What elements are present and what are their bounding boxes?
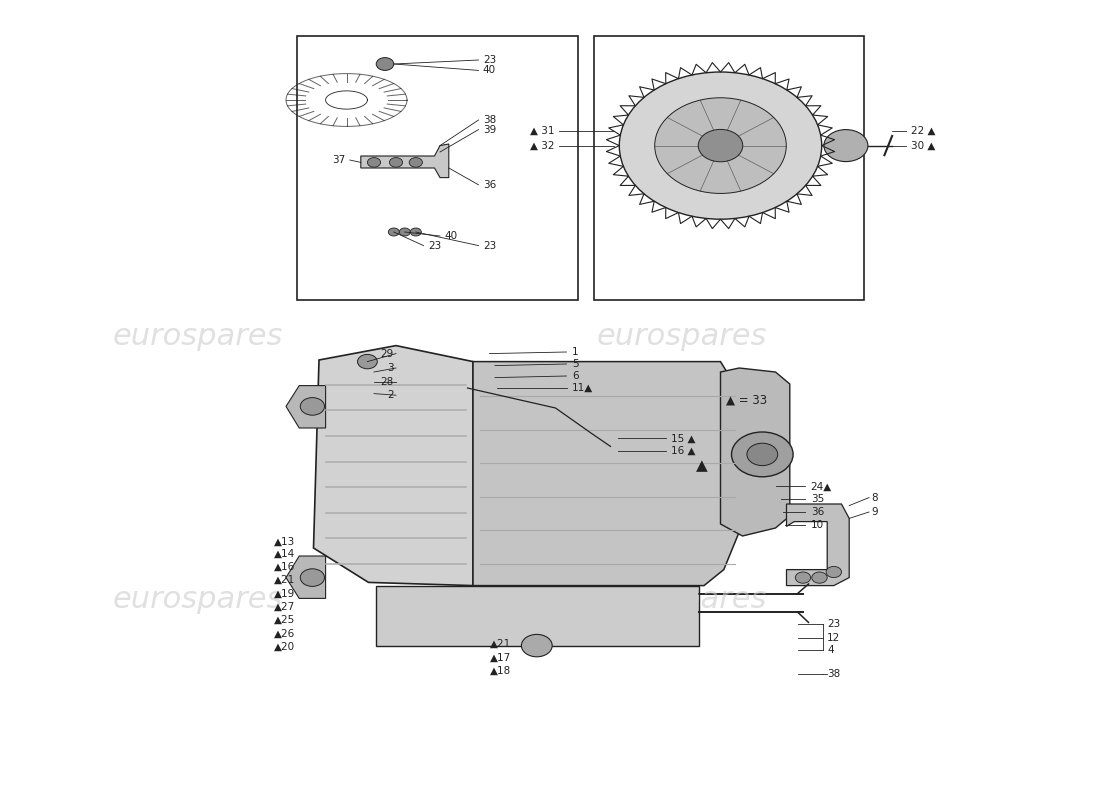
Text: ▲21: ▲21 xyxy=(490,639,510,649)
Text: 30 ▲: 30 ▲ xyxy=(911,141,935,150)
Bar xyxy=(297,36,578,300)
Text: ▲: ▲ xyxy=(696,458,707,473)
Text: 40: 40 xyxy=(483,66,496,75)
Text: 9: 9 xyxy=(871,507,878,517)
Circle shape xyxy=(654,98,786,194)
Text: 5: 5 xyxy=(572,359,579,369)
Polygon shape xyxy=(286,386,326,428)
Text: eurospares: eurospares xyxy=(597,586,767,614)
Text: 22 ▲: 22 ▲ xyxy=(911,126,935,136)
Text: 1: 1 xyxy=(572,347,579,357)
Text: 23: 23 xyxy=(483,55,496,65)
Circle shape xyxy=(732,432,793,477)
Circle shape xyxy=(358,354,377,369)
Bar xyxy=(594,36,864,300)
Text: 15 ▲: 15 ▲ xyxy=(671,434,695,443)
Polygon shape xyxy=(786,504,849,586)
Text: 4: 4 xyxy=(827,646,834,655)
Text: ▲ 32: ▲ 32 xyxy=(530,141,554,150)
Text: 28: 28 xyxy=(381,378,394,387)
Text: eurospares: eurospares xyxy=(597,322,767,350)
Text: 36: 36 xyxy=(811,507,824,517)
Text: 6: 6 xyxy=(572,371,579,381)
Text: eurospares: eurospares xyxy=(113,586,283,614)
Circle shape xyxy=(812,572,827,583)
Text: ▲14: ▲14 xyxy=(274,549,295,558)
Text: 39: 39 xyxy=(483,125,496,134)
Text: ▲13: ▲13 xyxy=(274,537,295,546)
Text: 38: 38 xyxy=(483,115,496,125)
Circle shape xyxy=(410,228,421,236)
Text: 2: 2 xyxy=(387,390,394,400)
Circle shape xyxy=(747,443,778,466)
Circle shape xyxy=(367,158,381,167)
Text: 29: 29 xyxy=(381,349,394,358)
Text: 35: 35 xyxy=(811,494,824,504)
Text: 24▲: 24▲ xyxy=(811,482,832,491)
Circle shape xyxy=(389,158,403,167)
Polygon shape xyxy=(376,586,698,646)
Circle shape xyxy=(824,130,868,162)
Circle shape xyxy=(409,158,422,167)
Text: ▲26: ▲26 xyxy=(274,629,295,638)
Text: ▲20: ▲20 xyxy=(274,642,295,651)
Text: ▲ = 33: ▲ = 33 xyxy=(726,394,767,406)
Text: 23: 23 xyxy=(428,241,441,250)
Circle shape xyxy=(300,398,324,415)
Circle shape xyxy=(826,566,842,578)
Text: ▲17: ▲17 xyxy=(490,653,510,662)
Text: 40: 40 xyxy=(444,231,458,241)
Text: 10: 10 xyxy=(811,520,824,530)
Circle shape xyxy=(698,130,742,162)
Text: ▲27: ▲27 xyxy=(274,602,295,611)
Polygon shape xyxy=(473,362,739,586)
Circle shape xyxy=(388,228,399,236)
Text: ▲16: ▲16 xyxy=(274,562,295,571)
Polygon shape xyxy=(361,144,449,178)
Polygon shape xyxy=(286,556,326,598)
Text: ▲18: ▲18 xyxy=(490,666,510,675)
Text: 23: 23 xyxy=(483,241,496,250)
Text: eurospares: eurospares xyxy=(113,322,283,350)
Text: 38: 38 xyxy=(827,669,840,678)
Circle shape xyxy=(619,72,822,219)
Circle shape xyxy=(376,58,394,70)
Circle shape xyxy=(795,572,811,583)
Polygon shape xyxy=(314,346,473,586)
Circle shape xyxy=(300,569,324,586)
Text: 23: 23 xyxy=(827,619,840,629)
Text: 36: 36 xyxy=(483,180,496,190)
Circle shape xyxy=(399,228,410,236)
Text: 8: 8 xyxy=(871,493,878,502)
Text: 37: 37 xyxy=(332,155,345,165)
Text: 12: 12 xyxy=(827,633,840,642)
Text: ▲21: ▲21 xyxy=(274,575,295,585)
Text: ▲25: ▲25 xyxy=(274,615,295,625)
Text: 11▲: 11▲ xyxy=(572,383,593,393)
Circle shape xyxy=(521,634,552,657)
Text: 3: 3 xyxy=(387,363,394,373)
Text: 16 ▲: 16 ▲ xyxy=(671,446,695,456)
Text: ▲ 31: ▲ 31 xyxy=(530,126,554,136)
Text: ▲19: ▲19 xyxy=(274,589,295,598)
Polygon shape xyxy=(720,368,790,536)
